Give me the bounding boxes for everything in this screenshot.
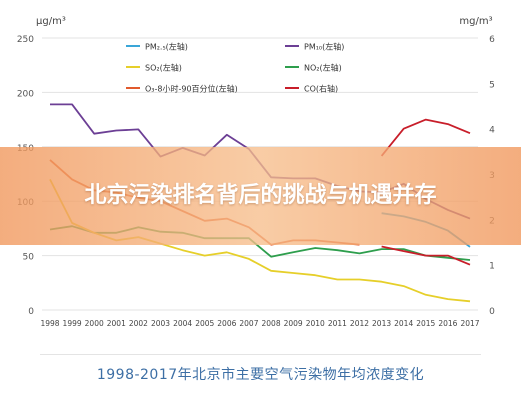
x-tick-label: 2013 <box>372 319 391 328</box>
x-tick-label: 2015 <box>416 319 435 328</box>
legend-label-no2: NO₂(左轴) <box>304 63 342 73</box>
right-tick-label: 1 <box>489 262 495 272</box>
right-tick-label: 0 <box>489 307 495 317</box>
left-tick-label: 250 <box>17 35 34 45</box>
x-tick-label: 1998 <box>40 319 59 328</box>
left-axis-unit: μg/m³ <box>36 16 66 27</box>
x-tick-label: 2000 <box>85 319 104 328</box>
right-tick-label: 6 <box>489 35 495 45</box>
x-tick-label: 2001 <box>107 319 126 328</box>
legend-label-co: CO(右轴) <box>304 84 338 94</box>
x-tick-label: 2007 <box>239 319 258 328</box>
x-tick-label: 2005 <box>195 319 214 328</box>
left-tick-label: 200 <box>17 89 34 99</box>
legend-label-so2: SO₂(左轴) <box>145 63 182 73</box>
headline-banner: 北京污染排名背后的挑战与机遇并存 <box>0 147 521 245</box>
series-line-co <box>380 118 471 157</box>
x-tick-label: 2003 <box>151 319 170 328</box>
x-tick-label: 2009 <box>284 319 303 328</box>
x-tick-label: 2006 <box>217 319 236 328</box>
headline-title: 北京污染排名背后的挑战与机遇并存 <box>84 183 437 208</box>
right-tick-label: 4 <box>489 126 495 136</box>
series-line-co <box>381 245 471 266</box>
legend-label-pm25: PM₂.₅(左轴) <box>145 42 188 52</box>
x-tick-label: 2004 <box>173 319 192 328</box>
x-tick-label: 2016 <box>438 319 457 328</box>
chart-caption: 1998-2017年北京市主要空气污染物年均浓度变化 <box>96 367 425 383</box>
x-tick-label: 2017 <box>460 319 479 328</box>
x-tick-label: 2011 <box>328 319 347 328</box>
x-tick-label: 2012 <box>350 319 369 328</box>
x-tick-label: 2008 <box>262 319 281 328</box>
divider <box>40 354 481 355</box>
legend-label-o3: O₃-8小时-90百分位(左轴) <box>145 84 238 94</box>
left-tick-label: 0 <box>28 307 34 317</box>
right-axis-unit: mg/m³ <box>459 16 492 27</box>
x-tick-label: 2010 <box>306 319 325 328</box>
x-tick-label: 2014 <box>394 319 413 328</box>
x-tick-label: 2002 <box>129 319 148 328</box>
left-tick-label: 50 <box>23 253 35 263</box>
legend-label-pm10: PM₁₀(左轴) <box>304 42 344 52</box>
x-tick-label: 1999 <box>63 319 82 328</box>
right-tick-label: 5 <box>489 80 495 90</box>
